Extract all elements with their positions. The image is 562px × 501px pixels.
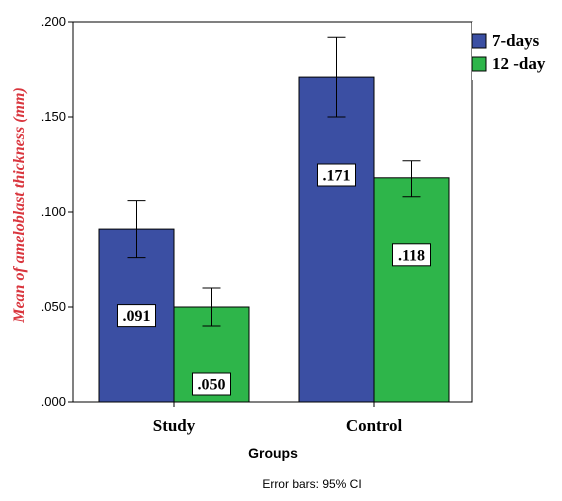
- y-tick-label: .050: [41, 299, 66, 314]
- data-label-box: [317, 163, 356, 187]
- data-label-box: [192, 372, 231, 396]
- x-axis-title: Groups: [248, 445, 298, 461]
- bar: [298, 76, 375, 403]
- x-tick-label: Control: [346, 416, 403, 435]
- data-label: .171: [323, 168, 351, 185]
- data-label-box: [392, 243, 431, 267]
- data-label: .050: [198, 377, 226, 394]
- y-tick-label: .100: [41, 204, 66, 219]
- bar: [373, 177, 450, 403]
- data-label-box: [117, 304, 156, 328]
- plot-area: .000 .050 .100 .150 .200 Study .091 .050 Control…: [41, 14, 473, 435]
- data-label: .091: [123, 308, 151, 325]
- x-tick-label: Study: [153, 416, 196, 435]
- y-tick-label: .000: [41, 394, 66, 409]
- data-label: .118: [398, 247, 425, 264]
- y-axis-title: Mean of ameloblast thickness (mm): [11, 87, 28, 324]
- y-tick-label: .150: [41, 109, 66, 124]
- legend-swatch: [471, 56, 487, 72]
- legend-background: [472, 22, 560, 80]
- legend-label: 12 -day: [492, 54, 546, 73]
- y-tick-label: .200: [41, 14, 66, 29]
- error-bars-footnote: Error bars: 95% CI: [262, 477, 361, 491]
- legend-swatch: [471, 33, 487, 49]
- legend: 7-days 12 -day: [471, 22, 560, 80]
- legend-label: 7-days: [492, 31, 540, 50]
